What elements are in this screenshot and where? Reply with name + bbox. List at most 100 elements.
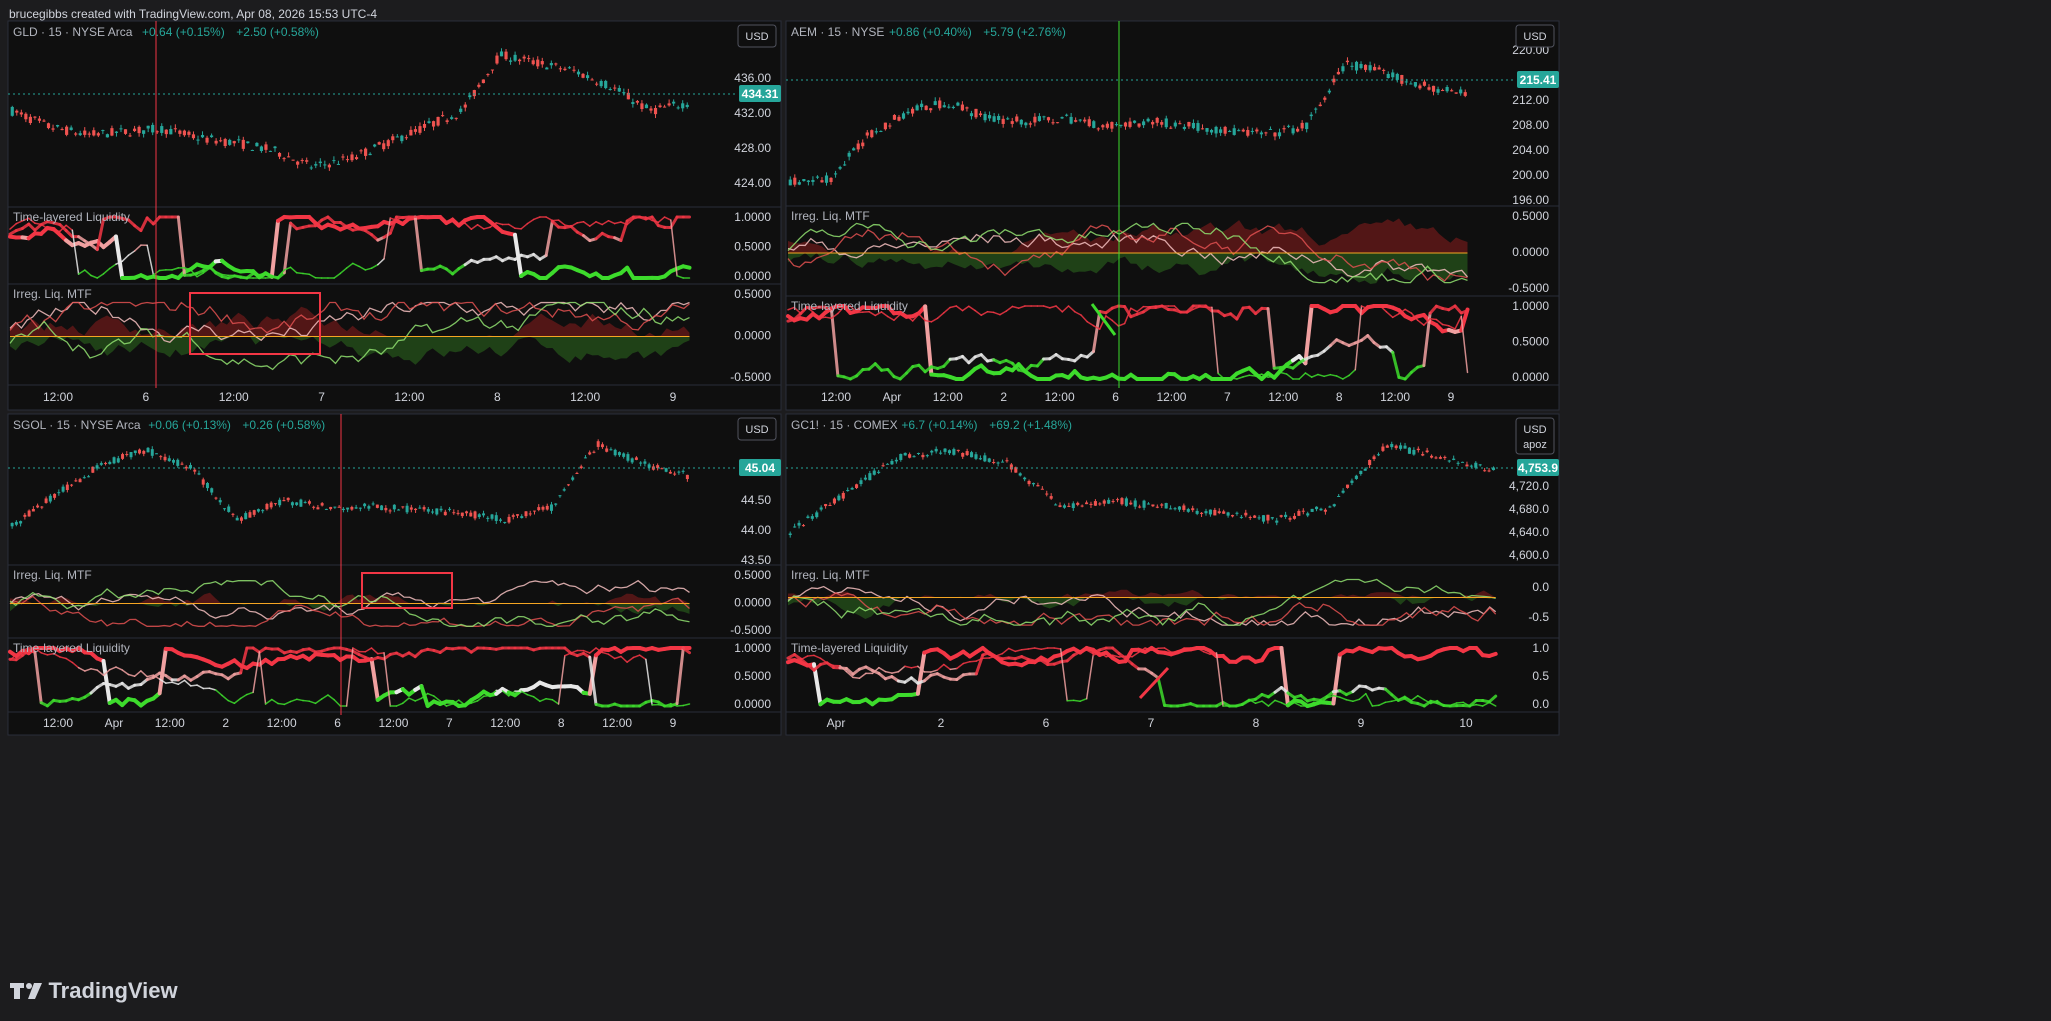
price-axis-label: 44.00 <box>741 523 771 537</box>
candle <box>504 51 508 60</box>
candle <box>87 133 91 135</box>
currency-selector[interactable]: USD <box>737 417 777 441</box>
liquidity-segment <box>1410 695 1419 702</box>
candle <box>1178 123 1182 125</box>
liquidity-segment <box>1280 701 1289 707</box>
trend-line-drawing[interactable] <box>1138 666 1170 700</box>
candle <box>1275 520 1279 523</box>
chart-panel-gld[interactable]: 436.00 432.00 428.00 424.00 434.31 USD GLD · 1… <box>7 20 782 411</box>
tradingview-logo[interactable]: TradingView <box>10 978 178 1008</box>
currency-selector[interactable]: USD <box>1515 24 1555 48</box>
indicator-pane-2[interactable]: Time-layered Liquidity 1.0000 0.5000 0.0000 <box>8 641 771 711</box>
symbol-legend[interactable]: SGOL · 15 · NYSE Arca +0.06 (+0.13%) +0.26… <box>13 418 325 432</box>
candle <box>992 461 996 463</box>
indicator-pane-2[interactable]: Irreg. Liq. MTF 0.5000 0.0000 -0.5000 <box>9 287 771 384</box>
indicator-pane-1[interactable]: Time-layered Liquidity 1.0000 0.5000 0.0000 <box>8 210 771 283</box>
candle <box>287 156 291 158</box>
candle <box>1268 128 1273 130</box>
liquidity-segment <box>799 306 808 314</box>
liquidity-segment <box>930 317 939 323</box>
time-axis[interactable]: 12:00 Apr 12:00 2 12:00 6 12:00 7 12:00 8 12:00 9 <box>821 390 1455 404</box>
chart-panel-gc1[interactable]: 4,720.0 4,680.0 4,640.0 4,600.0 4,753.9 USD ap… <box>785 413 1560 736</box>
candle <box>358 507 362 509</box>
time-axis[interactable]: 12:00 Apr 12:00 2 12:00 6 12:00 7 12:00 8 12:00 9 <box>43 716 677 730</box>
candle <box>1164 502 1168 509</box>
symbol-legend[interactable]: GC1! · 15 · COMEX +6.7 (+0.14%) +69.2 (+1.… <box>791 418 1072 432</box>
liquidity-segment <box>1211 306 1219 375</box>
currency-box[interactable] <box>737 417 777 441</box>
candle <box>65 126 69 135</box>
candle <box>660 468 664 470</box>
currency-selector[interactable]: USD apoz <box>1515 417 1555 455</box>
candle <box>382 143 386 150</box>
liquidity-segment <box>1261 700 1270 707</box>
liquidity-segment <box>239 646 249 675</box>
change-session: +0.64 (+0.15%) <box>142 25 225 39</box>
time-axis[interactable]: Apr 2 6 7 8 9 10 <box>827 716 1473 730</box>
liquidity-segment <box>886 367 896 379</box>
candle <box>815 512 819 518</box>
indicator-pane-1[interactable]: Irreg. Liq. MTF 0.5000 0.0000 -0.5000 <box>9 568 771 637</box>
candle <box>1253 515 1257 518</box>
liquidity-segment <box>805 306 814 313</box>
candle <box>903 452 907 456</box>
candle <box>138 449 142 454</box>
candle <box>336 163 341 165</box>
liquidity-segment <box>470 700 479 704</box>
liquidity-segment <box>918 313 926 322</box>
mtf-positive-area <box>788 589 1496 598</box>
candle <box>44 498 48 503</box>
currency-box[interactable] <box>737 24 777 48</box>
candle <box>151 124 155 133</box>
mtf-line <box>787 578 1496 626</box>
liquidity-segment <box>1186 308 1194 314</box>
candle <box>1196 123 1200 131</box>
liquidity-segment <box>127 250 136 257</box>
candle <box>1027 480 1031 485</box>
currency-box[interactable] <box>1515 24 1555 48</box>
price-axis-label: 4,600.0 <box>1509 548 1549 562</box>
liquidity-segment <box>395 702 404 707</box>
candle <box>1146 118 1150 122</box>
liquidity-segment <box>1459 308 1469 315</box>
chart-panel-aem[interactable]: 220.00212.00208.00204.00200.00196.00215.… <box>785 20 1560 411</box>
liquidity-segment <box>1348 368 1357 377</box>
currency-selector[interactable]: USD <box>737 24 777 48</box>
price-axis-label: 432.00 <box>734 106 771 120</box>
trend-line-drawing[interactable] <box>1090 303 1117 336</box>
indicator-pane-2[interactable]: Time-layered Liquidity 1.0 0.5 0.0 <box>786 641 1549 711</box>
drawing-overlays[interactable] <box>155 21 1170 715</box>
currency-box[interactable] <box>1515 417 1555 455</box>
candle <box>881 465 885 467</box>
liquidity-segment <box>514 227 522 230</box>
candlestick-series <box>10 439 689 529</box>
symbol-legend[interactable]: GLD · 15 · NYSE Arca +0.64 (+0.15%) +2.50 … <box>13 25 319 39</box>
indicator-title: Time-layered Liquidity <box>791 641 908 655</box>
chart-panel-sgol[interactable]: 44.50 44.00 43.50 45.04 USD SGOL · 15 · NYSE … <box>7 413 782 736</box>
candle <box>60 129 64 131</box>
liquidity-segment <box>1317 373 1325 378</box>
indicator-pane-1[interactable]: Irreg. Liq. MTF 0.5000 0.0000 -0.5000 <box>787 209 1549 295</box>
candle <box>639 462 643 464</box>
liquidity-segment <box>1010 361 1021 372</box>
candle <box>567 67 572 69</box>
time-axis-label: 9 <box>1358 716 1365 730</box>
liquidity-segment <box>1287 701 1296 707</box>
rectangle-drawing[interactable] <box>361 572 453 609</box>
liquidity-segment <box>818 316 827 320</box>
time-axis-label: 7 <box>1148 716 1155 730</box>
candle <box>819 507 823 510</box>
candle <box>459 108 463 112</box>
time-axis[interactable]: 12:00 6 12:00 7 12:00 8 12:00 9 <box>43 390 677 404</box>
candle <box>114 131 119 133</box>
liquidity-segment <box>264 698 273 705</box>
symbol-legend[interactable]: AEM · 15 · NYSE +0.86 (+0.40%) +5.79 (+2.7… <box>791 25 1066 39</box>
candle <box>883 122 887 130</box>
candle <box>1297 510 1301 516</box>
liquidity-segment <box>283 700 292 706</box>
time-axis-label: 12:00 <box>490 716 520 730</box>
indicator-pane-2[interactable]: Time-layered Liquidity 1.0000 0.5000 0.0000 <box>786 299 1549 384</box>
rectangle-drawing[interactable] <box>189 292 321 355</box>
indicator-pane-1[interactable]: Irreg. Liq. MTF 0.0 -0.5 <box>787 568 1549 626</box>
